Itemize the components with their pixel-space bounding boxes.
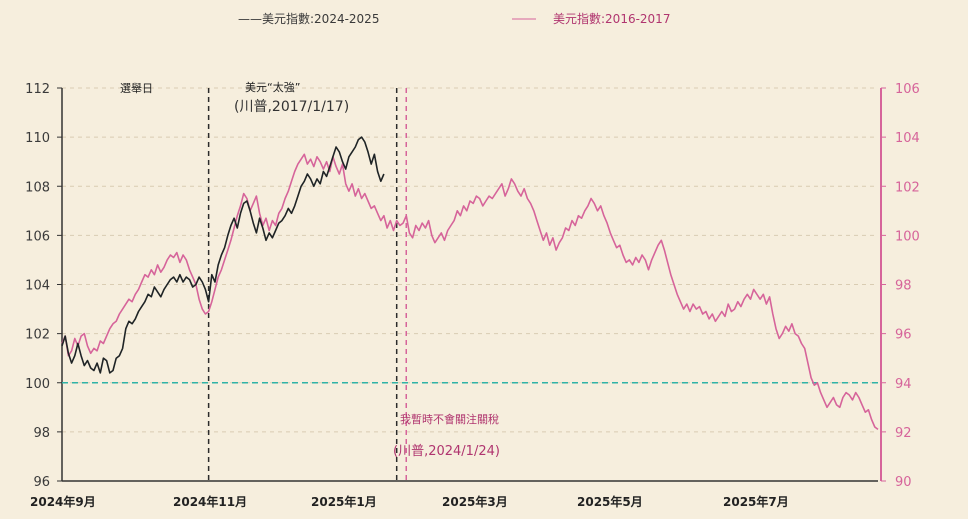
x-tick-label: 2025年7月 bbox=[723, 494, 789, 509]
y-right-tick-label: 92 bbox=[895, 426, 912, 441]
series-line-2024-2025 bbox=[61, 136, 385, 374]
annotations: 選舉日 美元“太強” (川普,2017/1/17) 我暫時不會關注關稅 (川普,… bbox=[120, 81, 500, 459]
y-left-tick-label: 110 bbox=[25, 131, 50, 146]
y-left-tick-label: 102 bbox=[25, 328, 50, 343]
y-left-tick-label: 108 bbox=[25, 180, 50, 195]
y-axis-left-ticks: 96 98 100 102 104 106 108 110 112 bbox=[25, 82, 62, 490]
annotation-tariff-line2: (川普,2024/1/24) bbox=[393, 444, 500, 459]
y-right-tick-label: 106 bbox=[895, 82, 920, 97]
y-left-tick-label: 98 bbox=[33, 426, 50, 441]
y-right-tick-label: 94 bbox=[895, 377, 912, 392]
y-right-tick-label: 100 bbox=[895, 229, 920, 244]
y-left-tick-label: 104 bbox=[25, 279, 50, 294]
y-right-tick-label: 90 bbox=[895, 475, 912, 490]
annotation-strong-dollar-line2: (川普,2017/1/17) bbox=[234, 99, 349, 115]
x-tick-label: 2024年9月 bbox=[30, 494, 96, 509]
series-line-2016-2017 bbox=[61, 153, 879, 431]
annotation-election-day: 選舉日 bbox=[120, 82, 153, 95]
legend-item-2024: ——美元指數:2024-2025 bbox=[238, 11, 379, 26]
x-axis-ticks: 2024年9月 2024年11月 2025年1月 2025年3月 2025年5月 2025… bbox=[30, 494, 789, 509]
x-tick-label: 2025年1月 bbox=[311, 494, 377, 509]
y-right-tick-label: 104 bbox=[895, 131, 920, 146]
y-left-tick-label: 112 bbox=[25, 82, 50, 97]
x-tick-label: 2024年11月 bbox=[173, 494, 247, 509]
annotation-tariff-line1: 我暫時不會關注關稅 bbox=[400, 412, 499, 426]
event-lines bbox=[207, 88, 407, 481]
y-right-tick-label: 98 bbox=[895, 279, 912, 294]
x-tick-label: 2025年3月 bbox=[442, 494, 508, 509]
x-tick-label: 2025年5月 bbox=[577, 494, 643, 509]
y-right-tick-label: 102 bbox=[895, 180, 920, 195]
gridlines bbox=[62, 87, 878, 433]
y-axis-right-ticks: 90 92 94 96 98 100 102 104 106 bbox=[881, 82, 920, 490]
y-right-tick-label: 96 bbox=[895, 328, 912, 343]
y-left-tick-label: 96 bbox=[33, 475, 50, 490]
series-lines bbox=[61, 136, 879, 431]
y-left-tick-label: 100 bbox=[25, 377, 50, 392]
legend-item-2016: 美元指數:2016-2017 bbox=[553, 11, 670, 26]
legend: ——美元指數:2024-2025 美元指數:2016-2017 bbox=[238, 11, 670, 26]
annotation-strong-dollar-line1: 美元“太強” bbox=[245, 81, 300, 94]
y-left-tick-label: 106 bbox=[25, 229, 50, 244]
